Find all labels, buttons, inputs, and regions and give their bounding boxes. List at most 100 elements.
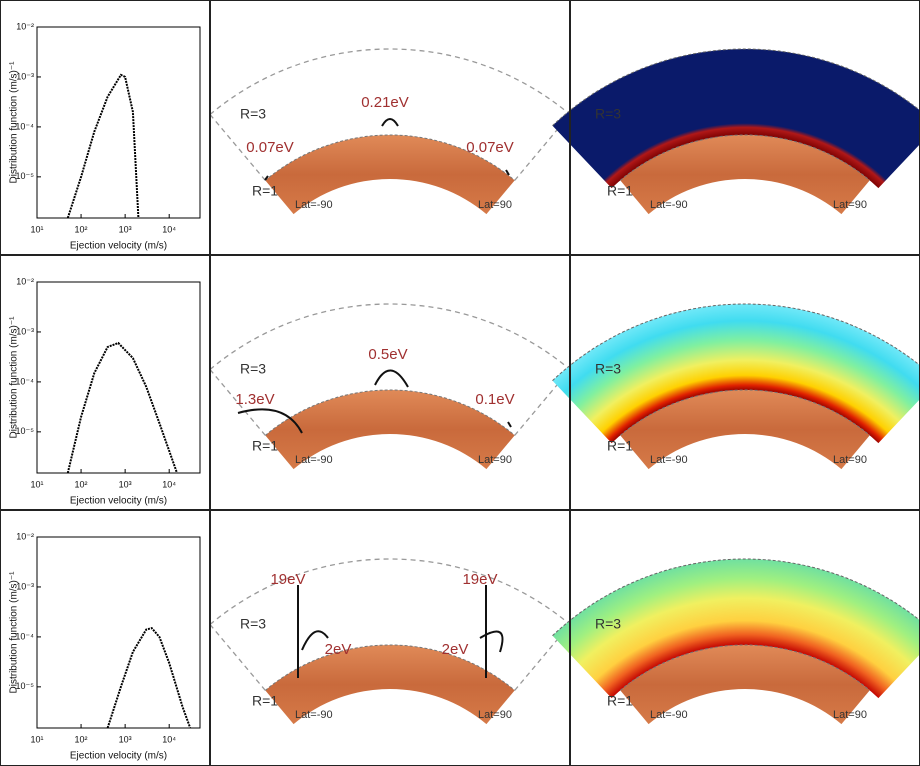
energy-label: 0.07eV xyxy=(466,139,514,156)
latitude-left-label: Lat=-90 xyxy=(650,709,688,721)
y-tick-label: 10⁻⁵ xyxy=(16,681,35,691)
inner-radius-label: R=1 xyxy=(252,438,278,454)
energy-label: 0.1eV xyxy=(475,391,514,408)
trajectory xyxy=(301,630,329,651)
x-tick-label: 10⁴ xyxy=(162,224,176,234)
x-tick-label: 10¹ xyxy=(30,734,43,744)
surface-outline xyxy=(264,644,516,691)
plot-frame xyxy=(36,281,201,474)
energy-label: 0.5eV xyxy=(368,346,407,363)
trajectory-panel: 0.07eV 0.21eV 0.07eV R=3 R=1 Lat=-90 Lat=90 xyxy=(209,48,571,215)
outer-radius-label: R=3 xyxy=(595,361,621,377)
domain-boundary xyxy=(552,303,920,382)
trajectory xyxy=(374,369,409,388)
latitude-right-label: Lat=90 xyxy=(478,199,512,211)
y-axis-label: Distribution function (m/s)⁻¹ xyxy=(9,61,20,184)
x-axis-label: Ejection velocity (m/s) xyxy=(70,241,167,252)
latitude-right-label: Lat=90 xyxy=(478,709,512,721)
inner-radius-label: R=1 xyxy=(252,183,278,199)
y-tick-label: 10⁻² xyxy=(16,21,34,31)
energy-label: 0.07eV xyxy=(246,139,294,156)
latitude-right-label: Lat=90 xyxy=(833,454,867,466)
planet-surface xyxy=(620,135,870,215)
planet-surface xyxy=(620,390,870,470)
energy-label: 2eV xyxy=(325,641,352,658)
x-tick-label: 10⁴ xyxy=(162,734,176,744)
distribution-curve xyxy=(66,341,178,474)
surface-outline xyxy=(619,644,871,691)
x-tick-label: 10³ xyxy=(119,224,132,234)
energy-label: 1.3eV xyxy=(235,391,274,408)
energy-label: 19eV xyxy=(270,571,305,588)
latitude-right-label: Lat=90 xyxy=(478,454,512,466)
density-panel: R=3 R=1 Lat=-90 Lat=90 xyxy=(552,48,920,215)
planet-surface xyxy=(620,645,870,725)
y-tick-label: 10⁻⁴ xyxy=(15,631,34,641)
trajectory xyxy=(479,630,504,653)
distribution-curve xyxy=(66,73,140,219)
latitude-right-label: Lat=90 xyxy=(833,709,867,721)
outer-radius-label: R=3 xyxy=(240,106,266,122)
x-tick-label: 10⁴ xyxy=(162,479,176,489)
domain-boundary xyxy=(552,48,920,127)
planet-surface xyxy=(265,645,515,725)
domain-boundary xyxy=(209,303,571,436)
y-axis-label: Distribution function (m/s)⁻¹ xyxy=(9,571,20,694)
planet-surface xyxy=(265,135,515,215)
latitude-left-label: Lat=-90 xyxy=(650,454,688,466)
surface-outline xyxy=(264,134,516,181)
x-tick-label: 10¹ xyxy=(30,479,43,489)
density-panel: R=3 R=1 Lat=-90 Lat=90 xyxy=(552,303,920,470)
latitude-right-label: Lat=90 xyxy=(833,199,867,211)
latitude-left-label: Lat=-90 xyxy=(650,199,688,211)
trajectory xyxy=(505,169,510,176)
density-panel: R=3 R=1 Lat=-90 Lat=90 xyxy=(552,558,920,725)
x-tick-label: 10² xyxy=(75,224,88,234)
chart-panel: 10¹ 10² 10³ 10⁴ 10⁻² 10⁻³ 10⁻⁴ 10⁻⁵ Ejection vel… xyxy=(9,276,201,507)
chart-panel: 10¹ 10² 10³ 10⁴ 10⁻² 10⁻³ 10⁻⁴ 10⁻⁵ Ejection vel… xyxy=(9,21,201,252)
latitude-left-label: Lat=-90 xyxy=(295,709,333,721)
y-tick-label: 10⁻⁴ xyxy=(15,121,34,131)
x-axis-label: Ejection velocity (m/s) xyxy=(70,496,167,507)
y-tick-label: 10⁻³ xyxy=(16,71,34,81)
y-tick-label: 10⁻² xyxy=(16,276,34,286)
outer-radius-label: R=3 xyxy=(240,616,266,632)
outer-radius-label: R=3 xyxy=(595,106,621,122)
trajectory xyxy=(381,118,399,127)
surface-outline xyxy=(264,389,516,436)
y-tick-label: 10⁻² xyxy=(16,531,34,541)
inner-radius-label: R=1 xyxy=(607,438,633,454)
domain-boundary xyxy=(552,558,920,637)
x-tick-label: 10³ xyxy=(119,734,132,744)
inner-radius-label: R=1 xyxy=(252,693,278,709)
outer-radius-label: R=3 xyxy=(240,361,266,377)
x-tick-label: 10² xyxy=(75,479,88,489)
latitude-left-label: Lat=-90 xyxy=(295,199,333,211)
energy-label: 0.21eV xyxy=(361,94,409,111)
surface-outline xyxy=(619,134,871,181)
inner-radius-label: R=1 xyxy=(607,693,633,709)
y-tick-label: 10⁻⁴ xyxy=(15,376,34,386)
chart-panel: 10¹ 10² 10³ 10⁴ 10⁻² 10⁻³ 10⁻⁴ 10⁻⁵ Ejection vel… xyxy=(9,531,201,762)
trajectory xyxy=(264,175,269,181)
x-tick-label: 10³ xyxy=(119,479,132,489)
energy-label: 2eV xyxy=(442,641,469,658)
latitude-left-label: Lat=-90 xyxy=(295,454,333,466)
energy-label: 19eV xyxy=(462,571,497,588)
y-tick-label: 10⁻⁵ xyxy=(16,171,35,181)
domain-boundary xyxy=(209,558,571,691)
distribution-curve xyxy=(106,626,192,729)
y-tick-label: 10⁻³ xyxy=(16,326,34,336)
surface-outline xyxy=(619,389,871,436)
trajectory xyxy=(237,408,303,434)
trajectory-panel: 1.3eV 0.5eV 0.1eV R=3 R=1 Lat=-90 Lat=90 xyxy=(209,303,571,470)
planet-surface xyxy=(265,390,515,470)
inner-radius-label: R=1 xyxy=(607,183,633,199)
y-axis-label: Distribution function (m/s)⁻¹ xyxy=(9,316,20,439)
x-tick-label: 10² xyxy=(75,734,88,744)
trajectory xyxy=(507,421,512,428)
plot-frame xyxy=(36,26,201,219)
y-tick-label: 10⁻⁵ xyxy=(16,426,35,436)
